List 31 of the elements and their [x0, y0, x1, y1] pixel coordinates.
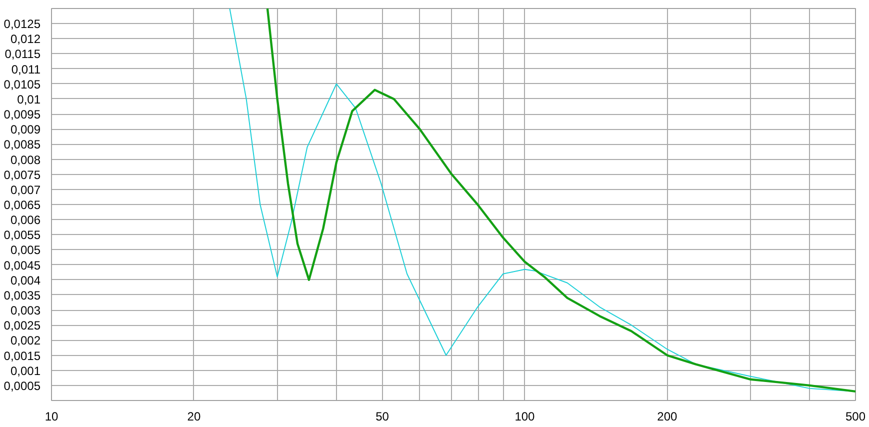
- y-tick-label: 0,008: [10, 152, 41, 167]
- y-tick-label: 0,009: [10, 122, 41, 137]
- x-tick-label: 500: [845, 410, 866, 424]
- y-tick-label: 0,0115: [4, 47, 41, 62]
- y-tick-label: 0,0055: [4, 228, 41, 242]
- y-tick-label: 0,01: [17, 92, 41, 106]
- y-tick-label: 0,004: [10, 273, 41, 288]
- y-tick-label: 0,005: [10, 243, 41, 258]
- y-tick-label: 0,0075: [4, 168, 41, 182]
- y-tick-label: 0,0035: [4, 288, 41, 302]
- y-tick-label: 0,003: [10, 304, 41, 318]
- y-tick-label: 0,0085: [4, 138, 41, 152]
- x-tick-label: 10: [44, 410, 58, 424]
- x-tick-label: 20: [187, 410, 201, 424]
- y-tick-label: 0,001: [10, 364, 41, 378]
- y-tick-label: 0,011: [11, 62, 41, 76]
- y-tick-label: 0,0095: [4, 108, 41, 122]
- x-tick-label: 100: [514, 410, 536, 424]
- x-tick-label: 50: [376, 410, 390, 424]
- x-tick-label: 200: [657, 410, 678, 424]
- y-tick-label: 0,0125: [4, 17, 41, 32]
- y-tick-label: 0,006: [10, 213, 41, 228]
- y-tick-label: 0,0025: [4, 318, 41, 333]
- y-tick-label: 0,0005: [4, 378, 41, 393]
- y-tick-label: 0,012: [10, 32, 41, 46]
- y-tick-label: 0,002: [10, 334, 41, 348]
- y-tick-label: 0,0045: [4, 258, 41, 272]
- y-tick-label: 0,007: [10, 182, 41, 197]
- y-tick-label: 0,0015: [4, 348, 41, 363]
- y-tick-label: 0,0065: [4, 198, 41, 212]
- y-tick-label: 0,0105: [4, 77, 41, 92]
